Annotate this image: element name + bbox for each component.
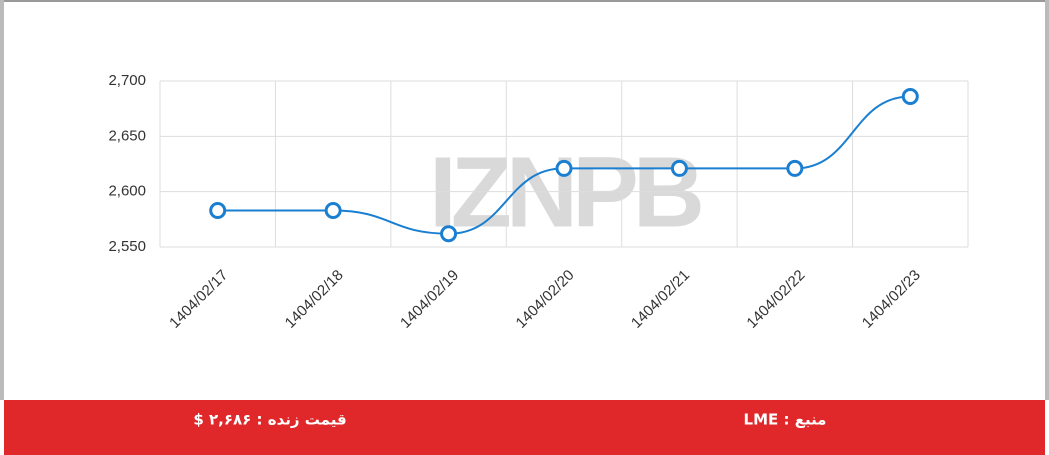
y-tick-label: 2,650 xyxy=(108,127,146,144)
y-tick-label: 2,600 xyxy=(108,183,146,200)
live-price: قیمت زنده : ۲,۶۸۶ $ xyxy=(193,411,346,429)
point xyxy=(324,201,342,219)
watermark: IZNPB xyxy=(429,136,701,248)
point xyxy=(440,225,458,243)
point xyxy=(670,159,688,177)
y-tick-label: 2,550 xyxy=(108,238,146,255)
footer-band xyxy=(4,400,1045,455)
point xyxy=(555,159,573,177)
source: منبع : LME xyxy=(744,411,827,429)
y-tick-label: 2,700 xyxy=(108,72,146,89)
point xyxy=(901,87,919,105)
point xyxy=(786,159,804,177)
point xyxy=(209,201,227,219)
